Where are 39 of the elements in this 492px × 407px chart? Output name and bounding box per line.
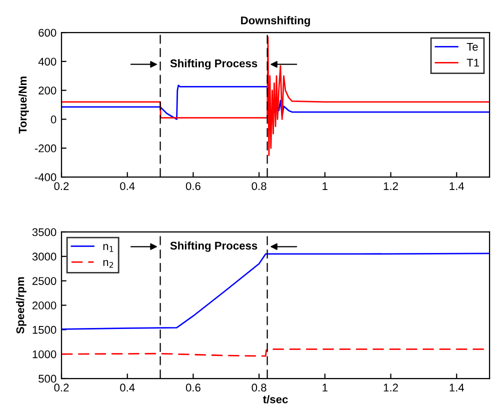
x-tick-label: 0.6 [186,182,200,190]
y-tick-label: 500 [38,374,56,383]
x-tick-label: 0.2 [54,384,69,392]
y-axis-title: Torque/Nm [18,76,29,134]
x-tick-label: 0.4 [120,384,135,392]
y-tick-label: -200 [34,144,56,152]
y-tick-label: 3500 [32,228,56,236]
line-series [62,252,490,330]
y-tick-label: 600 [38,28,56,37]
y-tick-label: -400 [34,173,56,182]
x-tick-label: 1 [322,182,328,190]
y-tick-label: 0 [50,116,56,124]
legend-label: n$_{1}$ [103,244,114,252]
x-tick-label: 1.4 [450,384,464,392]
x-tick-label: 0.2 [54,182,69,190]
x-axis-title: t/sec [262,395,288,404]
chart-title: Downshifting [241,16,310,27]
y-tick-label: 3000 [32,252,56,261]
y-tick-label: 1500 [32,326,56,334]
y-tick-label: 2500 [32,277,56,285]
x-tick-label: 0.4 [120,182,135,190]
x-tick-label: 1.2 [384,182,398,190]
x-tick-label: 0.8 [252,384,266,392]
y-tick-label: 200 [38,86,56,94]
legend-label: Te [466,42,478,51]
y-tick-label: 400 [38,58,56,66]
x-tick-label: 1.2 [384,384,398,392]
legend-label: T1 [466,58,479,67]
annotation: Shifting Process [170,241,258,252]
y-tick-label: 2000 [32,302,56,310]
x-tick-label: 1 [322,384,328,392]
y-tick-label: 1000 [32,350,56,358]
x-tick-label: 0.8 [252,182,266,190]
line-series [62,36,490,156]
annotation: Shifting Process [170,59,258,70]
x-tick-label: 0.6 [186,384,200,392]
x-tick-label: 1.4 [450,182,464,190]
y-axis-title: Speed/rpm [16,277,26,334]
legend-label: n$_{2}$ [103,260,114,268]
